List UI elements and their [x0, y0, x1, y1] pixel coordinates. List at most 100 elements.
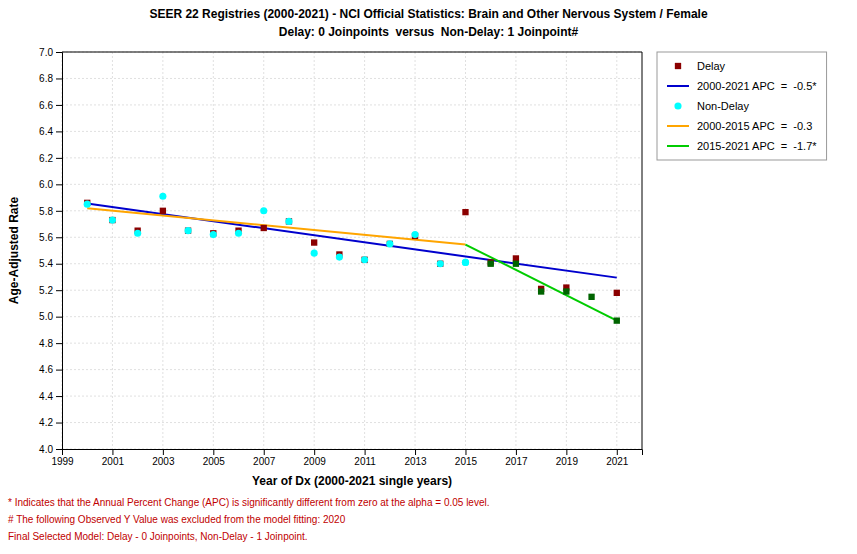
point — [311, 250, 318, 257]
y-tick-mark — [56, 158, 62, 159]
point — [361, 257, 367, 263]
point — [614, 317, 620, 323]
x-tick: 2007 — [253, 449, 276, 467]
y-tick-label: 5.6 — [39, 232, 53, 243]
y-tick-mark — [56, 317, 62, 318]
y-tick-label: 5.2 — [39, 285, 53, 296]
y-tick-mark — [56, 396, 62, 397]
x-tick: 2013 — [404, 449, 427, 467]
legend-entry: 2015-2021 APC = -1.7* — [667, 140, 817, 152]
y-tick-mark — [56, 131, 62, 132]
y-tick-mark — [56, 449, 62, 450]
grid — [62, 52, 642, 449]
legend-label: Non-Delay — [697, 100, 749, 112]
point — [160, 208, 166, 214]
y-axis-title: Age-Adjusted Rate — [7, 197, 21, 305]
y-tick: 5.2 — [39, 285, 62, 296]
x-tick-mark — [314, 449, 315, 455]
y-tick: 6.4 — [39, 126, 62, 137]
point — [588, 294, 594, 300]
point — [563, 288, 569, 294]
y-tick-label: 5.8 — [39, 206, 53, 217]
grid-line-y — [62, 210, 642, 211]
grid-line-x — [465, 52, 466, 449]
point — [261, 225, 267, 231]
legend-entry: 2000-2015 APC = -0.3 — [667, 120, 812, 132]
x-axis: 1999200120032005200720092011201320152017… — [51, 449, 642, 467]
y-axis: 4.04.24.44.64.85.05.25.45.65.86.06.26.46… — [39, 47, 62, 455]
grid-line-y — [62, 263, 642, 264]
x-tick-label: 2011 — [354, 456, 376, 467]
footnote: * Indicates that the Annual Percent Chan… — [8, 497, 489, 508]
x-tick-mark — [465, 449, 466, 455]
point — [134, 230, 141, 237]
point — [411, 231, 418, 238]
footnote: # The following Observed Y Value was exc… — [8, 514, 346, 525]
y-tick: 4.8 — [39, 338, 62, 349]
x-tick: 2021 — [606, 449, 629, 467]
x-tick-label: 2013 — [404, 456, 427, 467]
y-tick-label: 4.8 — [39, 338, 53, 349]
grid-line-x — [415, 52, 416, 449]
y-tick: 5.4 — [39, 258, 62, 269]
y-tick-mark — [56, 343, 62, 344]
x-tick-mark — [617, 449, 618, 455]
x-tick-label: 2017 — [505, 456, 528, 467]
legend-frame — [657, 52, 827, 160]
x-tick-mark — [163, 449, 164, 455]
legend-swatch — [667, 145, 689, 147]
y-tick: 5.0 — [39, 311, 62, 322]
marks — [84, 193, 620, 324]
title: SEER 22 Registries (2000-2021) - NCI Off… — [149, 7, 708, 21]
x-tick: 2001 — [102, 449, 125, 467]
legend-entry: Non-Delay — [674, 100, 749, 112]
y-tick-label: 4.6 — [39, 364, 53, 375]
y-tick-label: 4.4 — [39, 391, 53, 402]
x-tick-label: 2005 — [203, 456, 226, 467]
point — [185, 227, 191, 233]
x-tick-mark — [365, 449, 366, 455]
legend-swatch — [675, 63, 681, 69]
x-tick: 2011 — [354, 449, 376, 467]
point — [437, 261, 443, 267]
point — [386, 240, 393, 247]
point — [462, 259, 469, 266]
x-tick: 2005 — [203, 449, 226, 467]
frame-right — [642, 52, 643, 449]
y-tick-mark — [56, 370, 62, 371]
y-tick-label: 5.0 — [39, 311, 53, 322]
grid-line-y — [62, 52, 642, 53]
x-tick-mark — [516, 449, 517, 455]
x-tick: 2015 — [455, 449, 478, 467]
point — [185, 227, 192, 234]
grid-line-y — [62, 237, 642, 238]
y-tick-label: 5.4 — [39, 258, 53, 269]
legend-label: 2000-2015 APC = -0.3 — [697, 120, 812, 132]
legend-entry: 2000-2021 APC = -0.5* — [667, 80, 817, 92]
y-tick: 5.6 — [39, 232, 62, 243]
point — [109, 217, 115, 223]
grid-line-y — [62, 369, 642, 370]
legend-swatch — [667, 85, 689, 87]
point — [109, 216, 116, 223]
point — [462, 209, 468, 215]
grid-line-y — [62, 343, 642, 344]
legend-label: Delay — [697, 60, 726, 72]
grid-line-x — [515, 52, 516, 449]
point — [488, 261, 494, 267]
y-tick-mark — [56, 184, 62, 185]
y-tick: 7.0 — [39, 47, 62, 58]
grid-line-y — [62, 78, 642, 79]
point — [336, 254, 343, 261]
x-tick-label: 2009 — [304, 456, 327, 467]
y-tick: 4.6 — [39, 364, 62, 375]
y-tick-label: 6.0 — [39, 179, 53, 190]
point — [311, 239, 317, 245]
y-tick-mark — [56, 78, 62, 79]
x-tick-label: 2015 — [455, 456, 478, 467]
y-tick-label: 6.8 — [39, 73, 53, 84]
footnote: Final Selected Model: Delay - 0 Joinpoin… — [8, 531, 308, 542]
legend-label: 2015-2021 APC = -1.7* — [697, 140, 817, 152]
x-tick-mark — [264, 449, 265, 455]
grid-line-y — [62, 396, 642, 397]
